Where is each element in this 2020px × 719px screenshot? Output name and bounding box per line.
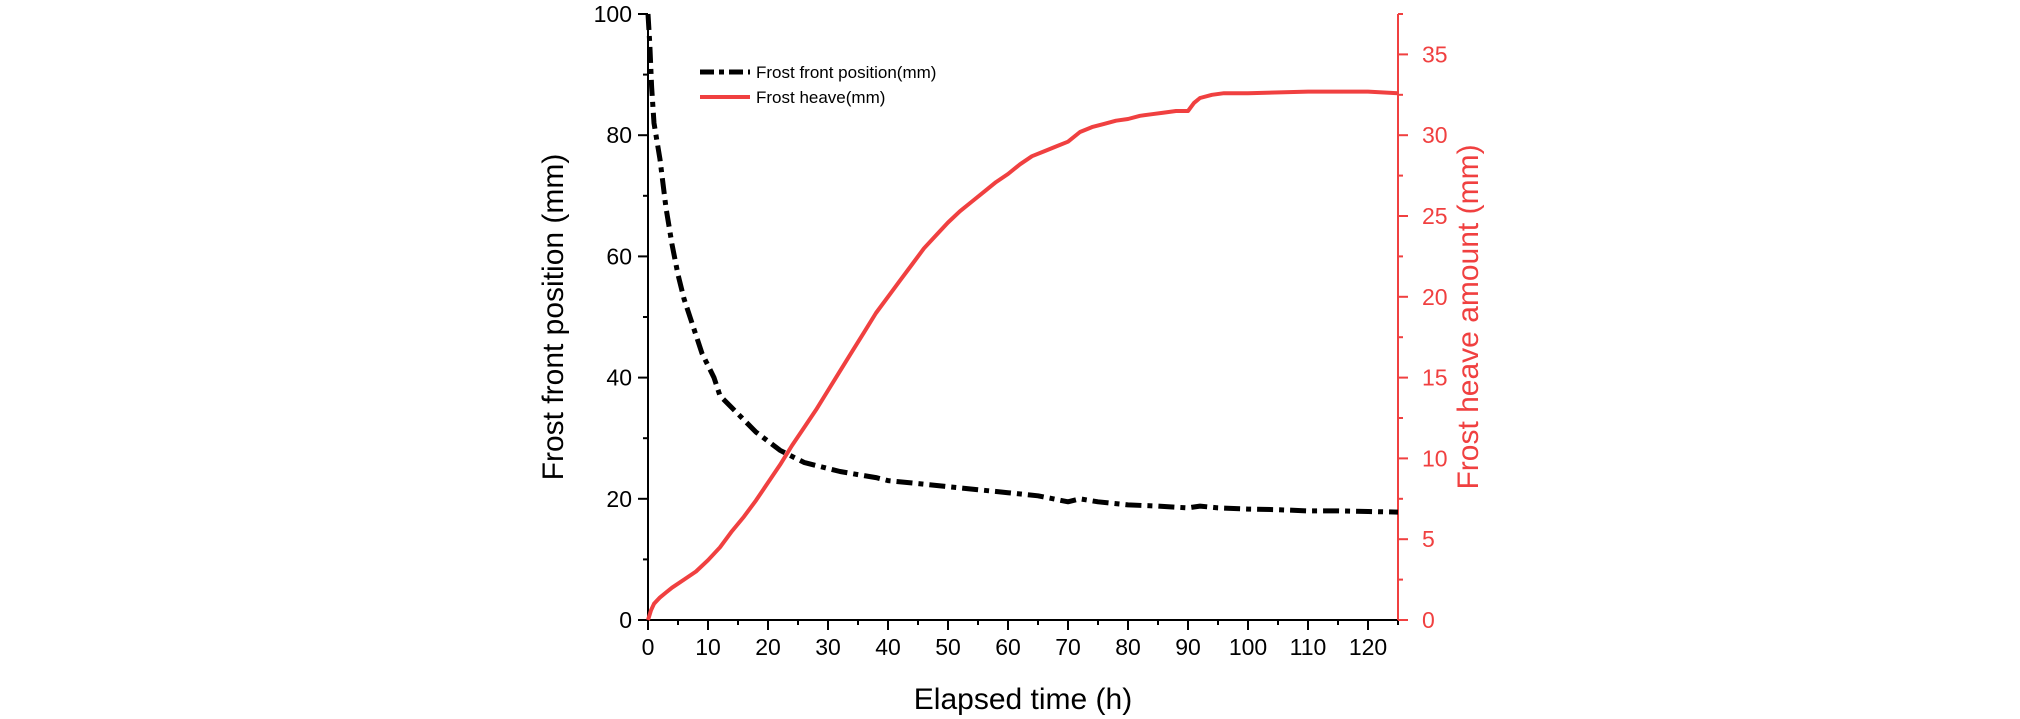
x-tick-label: 40	[875, 634, 901, 660]
right-y-tick-label: 15	[1422, 365, 1448, 391]
frost-front-line	[645, 13, 1399, 515]
x-tick-label: 90	[1175, 634, 1201, 660]
x-tick-label: 70	[1055, 634, 1081, 660]
right-y-tick-label: 35	[1422, 41, 1448, 67]
right-y-tick-label: 25	[1422, 203, 1448, 229]
left-y-axis-title: Frost front position (mm)	[537, 154, 570, 481]
legend-label: Frost heave(mm)	[756, 88, 885, 107]
x-tick-label: 120	[1349, 634, 1387, 660]
legend-label: Frost front position(mm)	[756, 63, 936, 82]
x-tick-label: 30	[815, 634, 841, 660]
left-y-tick-label: 0	[619, 607, 632, 633]
frost-heave-line	[646, 89, 1399, 621]
series-layer	[645, 13, 1399, 621]
x-tick-label: 100	[1229, 634, 1267, 660]
right-y-tick-label: 20	[1422, 284, 1448, 310]
right-y-tick-label: 5	[1422, 526, 1435, 552]
left-y-tick-label: 60	[606, 243, 632, 269]
right-y-tick-label: 30	[1422, 122, 1448, 148]
x-tick-label: 60	[995, 634, 1021, 660]
right-y-axis-title: Frost heave amount (mm)	[1452, 144, 1485, 489]
left-y-tick-label: 80	[606, 122, 632, 148]
left-y-tick-label: 100	[594, 1, 632, 27]
x-axis-title: Elapsed time (h)	[914, 683, 1132, 716]
x-tick-label: 20	[755, 634, 781, 660]
left-y-tick-label: 20	[606, 486, 632, 512]
x-tick-label: 80	[1115, 634, 1141, 660]
x-tick-label: 110	[1290, 634, 1327, 660]
legend: Frost front position(mm) Frost heave(mm)	[700, 63, 936, 107]
x-tick-label: 50	[935, 634, 961, 660]
right-y-tick-label: 10	[1422, 445, 1448, 471]
x-tick-label: 0	[642, 634, 655, 660]
axes: 0 10 20 30 40 50 60 70 80 90 100 110 120020406080100…	[594, 1, 1448, 660]
right-y-tick-label: 0	[1422, 607, 1435, 633]
x-tick-label: 10	[695, 634, 721, 660]
left-y-tick-label: 40	[606, 365, 632, 391]
